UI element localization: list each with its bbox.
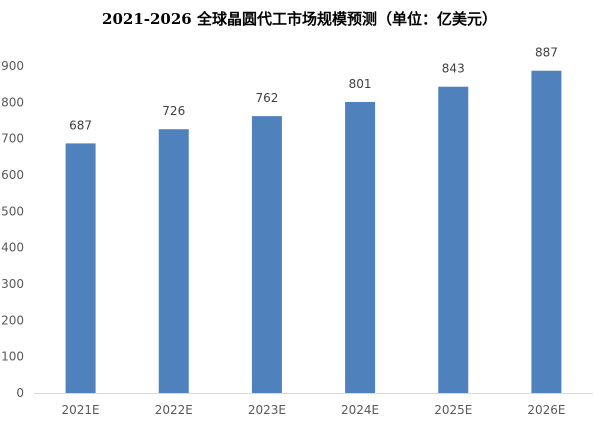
y-tick-label-100: 100 [1, 350, 24, 364]
data-label-2023E: 762 [255, 91, 278, 105]
y-axis-ticks: 0 100 200 300 400 500 600 700 800 900 [1, 59, 24, 400]
x-tick-label-2024E: 2024E [341, 403, 379, 417]
bar-2026E [531, 70, 562, 394]
data-labels: 687 726 762 801 843 887 [69, 46, 558, 133]
y-tick-label-0: 0 [16, 386, 24, 400]
y-tick-label-800: 800 [1, 95, 24, 109]
data-label-2022E: 726 [162, 104, 185, 118]
bar-2023E [251, 116, 282, 393]
y-tick-label-700: 700 [1, 132, 24, 146]
y-tick-label-600: 600 [1, 168, 24, 182]
chart-title: 2021-2026 全球晶圆代工市场规模预测（单位：亿美元） [102, 10, 497, 28]
data-label-2024E: 801 [349, 77, 372, 91]
y-tick-label-400: 400 [1, 241, 24, 255]
y-tick-label-300: 300 [1, 277, 24, 291]
bars [65, 70, 562, 394]
bar-2025E [438, 86, 469, 394]
data-label-2026E: 887 [535, 46, 558, 60]
x-tick-label-2026E: 2026E [527, 403, 565, 417]
x-tick-label-2022E: 2022E [155, 403, 193, 417]
y-tick-label-200: 200 [1, 313, 24, 327]
data-label-2021E: 687 [69, 118, 92, 132]
x-axis-ticks: 2021E 2022E 2023E 2024E 2025E 2026E [62, 403, 566, 417]
data-label-2025E: 843 [442, 62, 465, 76]
bar-2021E [65, 143, 96, 393]
x-tick-label-2025E: 2025E [434, 403, 472, 417]
bar-2022E [158, 129, 189, 393]
y-tick-label-900: 900 [1, 59, 24, 73]
y-tick-label-500: 500 [1, 204, 24, 218]
x-tick-label-2023E: 2023E [248, 403, 286, 417]
x-tick-label-2021E: 2021E [62, 403, 100, 417]
bar-2024E [345, 101, 376, 393]
